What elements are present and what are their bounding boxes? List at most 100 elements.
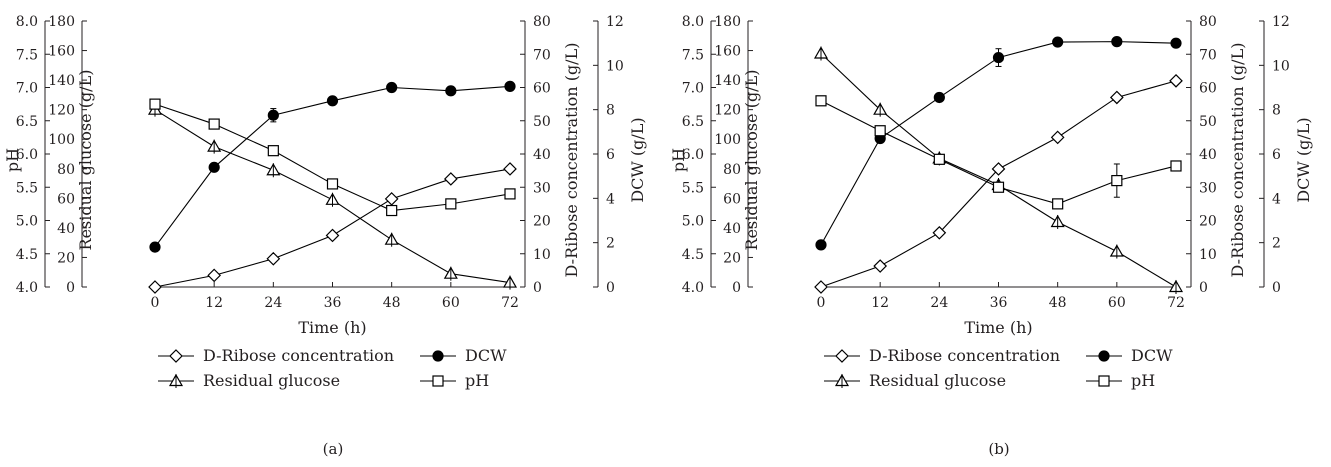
data-point-diamond xyxy=(325,228,340,243)
dcw-tick-label: 6 xyxy=(606,147,615,163)
data-point-triangle xyxy=(813,46,829,61)
x-tick-label: 48 xyxy=(1049,295,1067,311)
ribose-tick-label: 60 xyxy=(533,81,551,97)
data-point-circle xyxy=(149,241,161,253)
legend-label: D-Ribose concentration xyxy=(869,346,1060,365)
legend-marker-triangle xyxy=(168,373,184,388)
dcw-tick-label: 10 xyxy=(1272,58,1290,74)
ph-tick-label: 7.0 xyxy=(682,81,704,97)
glucose-tick-label: 80 xyxy=(723,162,741,178)
ribose-tick-label: 20 xyxy=(533,214,551,230)
legend-label: DCW xyxy=(1131,346,1173,365)
legend-label: DCW xyxy=(465,346,507,365)
ribose-tick-label: 60 xyxy=(1199,81,1217,97)
glucose-tick-label: 60 xyxy=(57,191,75,207)
dcw-tick-label: 2 xyxy=(606,236,615,252)
x-tick-label: 72 xyxy=(1167,295,1185,311)
data-point-circle xyxy=(445,85,457,97)
ph-tick-label: 5.0 xyxy=(682,214,704,230)
data-point-circle xyxy=(815,239,827,251)
data-point-circle xyxy=(1111,36,1123,48)
data-point-triangle xyxy=(384,232,399,247)
data-point-square xyxy=(386,204,398,217)
ph-tick-label: 8.0 xyxy=(16,14,38,30)
ph-tick-label: 5.0 xyxy=(16,214,38,230)
legend-label: pH xyxy=(465,371,489,390)
series-circle xyxy=(149,80,516,253)
glucose-tick-label: 160 xyxy=(48,44,75,60)
data-point-square xyxy=(874,125,886,137)
glucose-tick-label: 20 xyxy=(57,250,75,266)
glucose-axis-title: Residual glucose (g/L) xyxy=(76,70,95,251)
data-point-circle xyxy=(1170,37,1182,49)
x-tick-label: 24 xyxy=(930,295,948,311)
x-tick-label: 72 xyxy=(501,295,519,311)
data-point-circle xyxy=(267,109,279,121)
glucose-tick-label: 180 xyxy=(48,14,75,30)
ph-tick-label: 6.0 xyxy=(682,147,704,163)
data-point-triangle xyxy=(873,102,888,117)
data-point-square xyxy=(326,178,339,190)
dcw-tick-label: 10 xyxy=(606,58,624,74)
data-point-diamond xyxy=(207,268,222,283)
ribose-tick-label: 0 xyxy=(533,280,542,296)
ph-axis-title: pH xyxy=(669,148,688,172)
dcw-tick-label: 6 xyxy=(1272,147,1281,163)
data-point-circle xyxy=(1052,36,1064,48)
data-point-circle xyxy=(992,51,1005,64)
data-point-circle xyxy=(386,81,398,94)
x-tick-label: 36 xyxy=(324,295,342,311)
x-tick-label: 0 xyxy=(817,295,826,311)
data-point-triangle xyxy=(1109,244,1124,259)
glucose-tick-label: 160 xyxy=(714,44,741,60)
ribose-tick-label: 0 xyxy=(1199,280,1208,296)
data-point-square xyxy=(149,98,161,110)
dcw-axis-title: DCW (g/L) xyxy=(628,117,647,202)
series-diamond xyxy=(814,74,1183,294)
glucose-tick-label: 120 xyxy=(48,103,75,119)
x-tick-label: 60 xyxy=(442,295,460,311)
ribose-tick-label: 50 xyxy=(533,114,551,130)
series-line xyxy=(154,85,511,248)
chart-caption: (b) xyxy=(988,440,1009,458)
ribose-tick-label: 20 xyxy=(1199,214,1217,230)
glucose-tick-label: 140 xyxy=(714,73,741,89)
ribose-tick-label: 80 xyxy=(1199,14,1217,30)
data-point-diamond xyxy=(443,172,458,186)
data-point-triangle xyxy=(1050,214,1065,229)
data-point-triangle xyxy=(443,266,458,281)
data-point-diamond xyxy=(814,280,828,294)
x-tick-label: 36 xyxy=(990,295,1008,311)
data-point-triangle xyxy=(266,163,281,178)
glucose-tick-label: 40 xyxy=(723,221,741,237)
ribose-tick-label: 40 xyxy=(533,147,551,163)
legend-marker-diamond xyxy=(835,349,849,363)
data-point-diamond xyxy=(266,251,281,266)
data-point-diamond xyxy=(1050,130,1065,145)
data-point-triangle xyxy=(1168,279,1184,294)
glucose-axis-title: Residual glucose (g/L) xyxy=(742,70,761,251)
ph-tick-label: 4.0 xyxy=(682,280,704,296)
glucose-tick-label: 80 xyxy=(57,162,75,178)
data-point-square xyxy=(1111,175,1123,187)
legend-label: D-Ribose concentration xyxy=(203,346,394,365)
ribose-tick-label: 10 xyxy=(533,247,551,263)
ph-tick-label: 7.5 xyxy=(16,47,38,63)
data-point-circle xyxy=(208,161,220,173)
ribose-axis-title: D-Ribose concentration (g/L) xyxy=(1228,43,1247,278)
glucose-tick-label: 100 xyxy=(48,132,75,148)
data-point-triangle xyxy=(207,139,222,154)
data-point-diamond xyxy=(384,192,399,206)
ribose-tick-label: 10 xyxy=(1199,247,1217,263)
dcw-tick-label: 0 xyxy=(1272,280,1281,296)
series-square xyxy=(149,98,516,217)
x-tick-label: 12 xyxy=(871,295,889,311)
chart-panel-a: 0 12 24 36 48 60 72 Time (h) 4.0 4.5 5.0 5.5 6.0 6.5 7… xyxy=(0,0,665,463)
series-diamond xyxy=(148,162,517,294)
ph-tick-label: 4.5 xyxy=(682,247,704,263)
dcw-tick-label: 4 xyxy=(606,191,615,207)
glucose-tick-label: 100 xyxy=(714,132,741,148)
x-tick-label: 48 xyxy=(383,295,401,311)
legend-marker-circle xyxy=(1098,350,1110,362)
